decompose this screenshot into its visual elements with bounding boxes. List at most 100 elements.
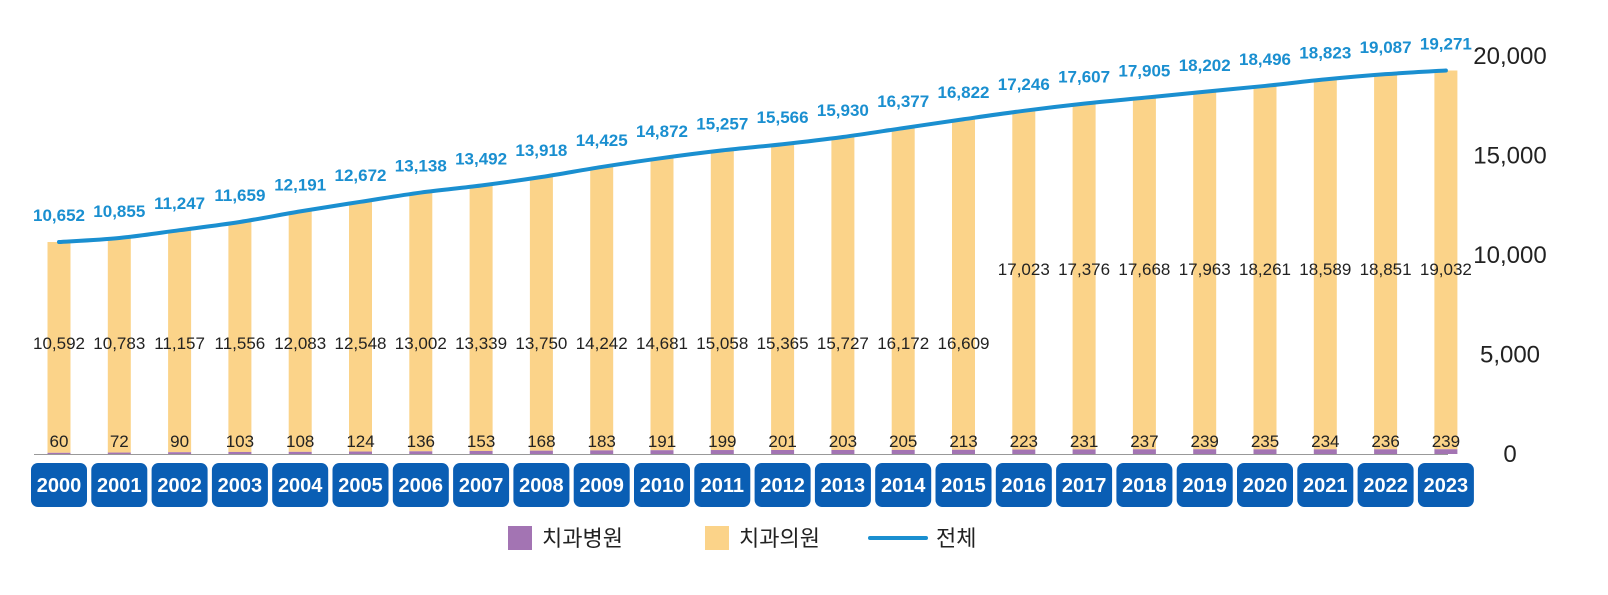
bar-hospital-2001 xyxy=(107,452,131,454)
label-clinic-2020: 18,261 xyxy=(1239,260,1291,279)
label-clinic-2015: 16,609 xyxy=(938,334,990,353)
bar-hospital-2019 xyxy=(1193,449,1217,454)
bar-clinic-2002 xyxy=(168,230,192,453)
year-badge-2009 xyxy=(573,463,630,507)
x-tick-label-2001: 2001 xyxy=(97,475,142,497)
label-total-2003: 11,659 xyxy=(214,186,265,205)
label-clinic-2023: 19,032 xyxy=(1420,260,1472,279)
label-hospital-2023: 239 xyxy=(1432,432,1460,451)
bar-clinic-2010 xyxy=(650,158,674,451)
label-total-2021: 18,823 xyxy=(1299,43,1351,62)
x-tick-label-2009: 2009 xyxy=(579,475,624,497)
label-clinic-2005: 12,548 xyxy=(335,334,387,353)
label-total-2012: 15,566 xyxy=(757,108,809,127)
x-tick-label-2015: 2015 xyxy=(941,475,986,497)
x-tick-label-2012: 2012 xyxy=(760,475,805,497)
year-badge-2017 xyxy=(1056,463,1113,507)
year-badge-2010 xyxy=(634,463,690,507)
bar-hospital-2007 xyxy=(469,450,493,454)
label-hospital-2007: 153 xyxy=(467,432,495,451)
bar-hospital-2017 xyxy=(1072,449,1096,454)
x-tick-label-2006: 2006 xyxy=(399,475,444,497)
bar-hospital-2012 xyxy=(771,450,795,454)
bar-hospital-2013 xyxy=(831,449,855,454)
x-tick-label-2004: 2004 xyxy=(278,475,323,497)
label-total-2010: 14,872 xyxy=(636,122,688,141)
y-tick-label-20000: 20,000 xyxy=(1473,43,1546,70)
y-tick-label-5000: 5,000 xyxy=(1480,342,1540,369)
label-total-2002: 11,247 xyxy=(154,194,205,213)
label-hospital-2009: 183 xyxy=(588,432,616,451)
label-total-2004: 12,191 xyxy=(274,175,326,194)
label-clinic-2006: 13,002 xyxy=(395,334,447,353)
x-tick-label-2023: 2023 xyxy=(1424,475,1469,497)
label-hospital-2002: 90 xyxy=(170,432,189,451)
bar-hospital-2003 xyxy=(228,451,252,454)
label-total-2016: 17,246 xyxy=(998,75,1050,94)
x-tick-label-2017: 2017 xyxy=(1062,475,1107,497)
bar-hospital-2005 xyxy=(349,451,372,454)
x-tick-label-2008: 2008 xyxy=(519,475,564,497)
bar-clinic-2017 xyxy=(1072,103,1096,450)
y-axis: 0 5,000 10,000 15,000 20,000 xyxy=(1473,43,1546,468)
bar-hospital-2000 xyxy=(47,452,71,454)
year-badge-2018 xyxy=(1116,463,1173,507)
x-tick-label-2019: 2019 xyxy=(1182,475,1227,497)
bar-clinic-2018 xyxy=(1132,97,1156,450)
x-tick-label-2010: 2010 xyxy=(640,475,685,497)
bar-hospital-2018 xyxy=(1132,449,1156,454)
x-tick-label-2007: 2007 xyxy=(459,475,504,497)
x-tick-label-2003: 2003 xyxy=(218,475,263,497)
year-badge-2021 xyxy=(1297,463,1354,507)
x-tick-label-2021: 2021 xyxy=(1303,475,1348,497)
legend-label-1: 치과병원 xyxy=(542,527,623,552)
x-axis: 2000 2001 2002 2003 2004 2005 2006 2007 2008 2009… xyxy=(31,454,1474,507)
label-hospital-2000: 60 xyxy=(50,432,69,451)
label-hospital-2004: 108 xyxy=(286,432,314,451)
bar-clinic-2001 xyxy=(107,237,131,453)
label-total-2011: 15,257 xyxy=(696,114,748,133)
label-total-2000: 10,652 xyxy=(33,206,85,225)
year-badge-2008 xyxy=(513,463,570,507)
bars-layer xyxy=(47,70,1458,454)
bar-hospital-2004 xyxy=(288,451,312,454)
label-clinic-2009: 14,242 xyxy=(576,334,628,353)
label-clinic-2012: 15,365 xyxy=(757,334,809,353)
label-total-2009: 14,425 xyxy=(576,131,628,150)
label-hospital-2010: 191 xyxy=(648,432,676,451)
year-badge-2019 xyxy=(1176,463,1233,507)
bar-clinic-2003 xyxy=(228,221,252,452)
label-total-2005: 12,672 xyxy=(335,166,387,185)
label-total-2019: 18,202 xyxy=(1179,56,1231,75)
label-total-2022: 19,087 xyxy=(1360,38,1412,57)
bar-clinic-2022 xyxy=(1374,74,1398,450)
year-badge-2014 xyxy=(875,463,932,507)
year-badge-2013 xyxy=(814,463,871,507)
year-badge-2020 xyxy=(1237,463,1293,507)
label-hospital-2020: 235 xyxy=(1251,432,1279,451)
label-hospital-2015: 213 xyxy=(949,432,977,451)
data-labels-layer: 60 10,592 10,652 72 10,783 10,855 90 11,157 11,2… xyxy=(33,35,1472,451)
bar-clinic-2007 xyxy=(469,185,493,451)
bar-clinic-2023 xyxy=(1434,70,1458,450)
label-hospital-2016: 223 xyxy=(1010,432,1038,451)
bar-clinic-2020 xyxy=(1253,85,1277,450)
label-hospital-2013: 203 xyxy=(829,432,857,451)
bar-clinic-2015 xyxy=(952,119,975,450)
label-total-2014: 16,377 xyxy=(877,92,929,111)
x-tick-label-2000: 2000 xyxy=(37,475,82,497)
bar-hospital-2008 xyxy=(529,450,553,454)
bar-hospital-2010 xyxy=(650,450,674,454)
year-badge-2001 xyxy=(91,463,148,507)
label-hospital-2017: 231 xyxy=(1070,432,1098,451)
year-badge-2000 xyxy=(31,463,87,507)
label-hospital-2021: 234 xyxy=(1311,432,1339,451)
year-badge-2012 xyxy=(754,463,811,507)
bar-hospital-2015 xyxy=(952,449,975,454)
year-badge-2023 xyxy=(1417,463,1474,507)
year-badge-2004 xyxy=(272,463,329,507)
year-badge-2006 xyxy=(392,463,449,507)
label-clinic-2013: 15,727 xyxy=(817,334,869,353)
label-clinic-2008: 13,750 xyxy=(515,334,567,353)
label-clinic-2016: 17,023 xyxy=(998,260,1050,279)
